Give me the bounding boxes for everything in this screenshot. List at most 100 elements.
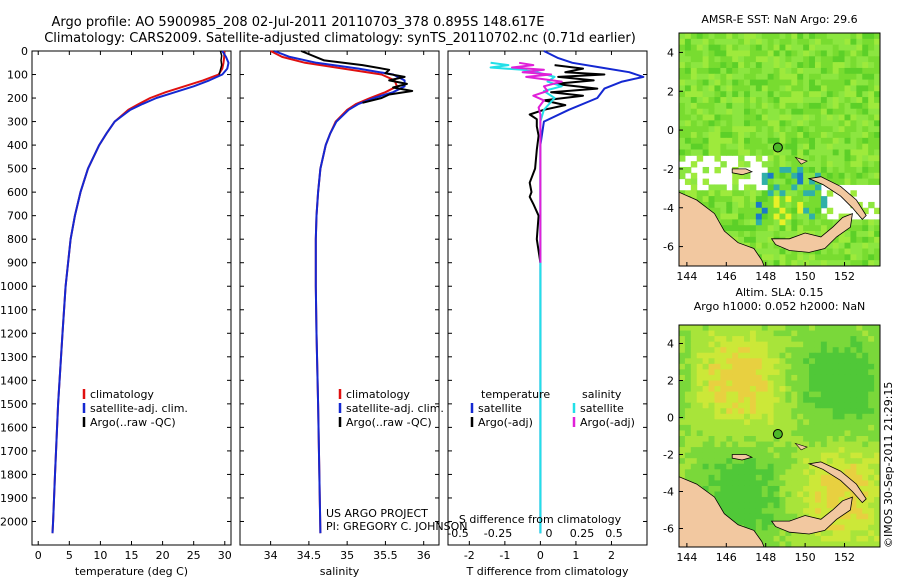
timestamp-stamp: ©IMOS 30-Sep-2011 21:29:15 [882, 382, 895, 548]
x-tick-label: 10 [93, 549, 107, 562]
map-y-tick-label: -4 [663, 202, 674, 215]
y-tick-label: 1900 [0, 492, 28, 505]
x-tick-label: 2 [608, 549, 615, 562]
x-tick-label: 5 [66, 549, 73, 562]
y-tick-label: 2000 [0, 515, 28, 528]
map-x-tick-label: 150 [795, 551, 816, 564]
x-tick-label: 35.5 [373, 549, 398, 562]
sst-map-panel: 144 146 148 150 152 4 2 0 -2 -4 -6 AMSR-E SST: NaN … [663, 13, 881, 283]
legend-label: satellite [478, 402, 522, 415]
y-tick-label: 800 [7, 233, 28, 246]
map-y-tick-label: -4 [663, 486, 674, 499]
x-tick-label: 0 [537, 549, 544, 562]
x-tick-label: -2 [464, 549, 475, 562]
legend-label: climatology [346, 388, 410, 401]
sla-map-panel: 144 146 148 150 152 4 2 0 -2 -4 -6 Altim. SLA: 0.15… [663, 286, 881, 564]
series-line-argorawqc [300, 50, 414, 104]
map-x-tick-label: 150 [795, 270, 816, 283]
x-tick-label: 34.5 [297, 549, 322, 562]
header-line2: Climatology: CARS2009. Satellite-adjuste… [44, 31, 636, 46]
x-tick-label: 34 [264, 549, 278, 562]
land-islet [794, 442, 808, 451]
plot-frame [31, 50, 232, 546]
y-tick-label: 1500 [0, 398, 28, 411]
x-tick-label: 25 [187, 549, 201, 562]
map-y-tick-label: -2 [663, 449, 674, 462]
y-tick-label: 300 [7, 116, 28, 129]
argo-location-marker [772, 429, 783, 440]
land-new-ireland [807, 461, 867, 504]
x-tick-label: -1 [499, 549, 510, 562]
y-tick-label: 100 [7, 69, 28, 82]
map-y-tick-label: -2 [663, 163, 674, 176]
x-axis-label-top: S difference from climatology [459, 513, 622, 526]
legend-title-salinity: salinity [582, 388, 622, 401]
x-tick-label: 15 [125, 549, 139, 562]
credit-line1: US ARGO PROJECT [326, 507, 428, 520]
land-manus [731, 454, 754, 461]
legend-label: satellite [580, 402, 624, 415]
s-tick-label: -0.25 [484, 527, 512, 540]
land-new-ireland [807, 176, 867, 220]
map-y-tick-label: 4 [667, 46, 674, 59]
x-tick-label: 35 [340, 549, 354, 562]
map-y-tick-label: 2 [667, 375, 674, 388]
legend-label: Argo(-adj) [478, 416, 533, 429]
land-new-britain [770, 496, 853, 535]
x-axis-label: T difference from climatology [466, 565, 629, 578]
x-tick-label: 36 [417, 549, 431, 562]
map-y-tick-label: 2 [667, 85, 674, 98]
legend-label: Argo(-adj) [580, 416, 635, 429]
y-tick-label: 700 [7, 210, 28, 223]
series-line-satelliteadjclim [51, 50, 230, 534]
land-new-guinea [679, 191, 765, 266]
argo-location-marker [772, 142, 783, 153]
y-tick-label: 1100 [0, 304, 28, 317]
map-x-tick-label: 146 [716, 551, 737, 564]
land-new-britain [770, 212, 853, 253]
y-tick-label: 400 [7, 139, 28, 152]
plot-frame [239, 50, 440, 546]
map-field [679, 33, 880, 266]
series-line-argoadj [528, 64, 606, 263]
s-tick-label: 0.25 [570, 527, 595, 540]
map-title-line1: Altim. SLA: 0.15 [735, 286, 823, 299]
map-title: AMSR-E SST: NaN Argo: 29.6 [701, 13, 857, 26]
x-tick-label: 30 [218, 549, 232, 562]
map-x-tick-label: 148 [755, 270, 776, 283]
map-field [679, 325, 880, 547]
y-tick-label: 500 [7, 163, 28, 176]
series-line-argo [218, 50, 223, 75]
y-tick-label: 900 [7, 257, 28, 270]
y-tick-label: 200 [7, 92, 28, 105]
series-line-satelliteadjclim [274, 50, 406, 534]
map-y-tick-label: -6 [663, 523, 674, 536]
x-tick-label: 20 [156, 549, 170, 562]
y-tick-label: 600 [7, 186, 28, 199]
s-tick-label: 0 [546, 527, 553, 540]
y-tick-label: 1200 [0, 327, 28, 340]
map-x-tick-label: 146 [716, 270, 737, 283]
x-axis-label: temperature (deg C) [75, 565, 188, 578]
temperature-panel: 0 5 10 15 20 25 300100200300400500600700800900… [0, 45, 232, 578]
map-y-tick-label: 0 [667, 412, 674, 425]
credit-line2: PI: GREGORY C. JOHNSON [326, 520, 467, 533]
map-frame [678, 32, 881, 267]
legend-label: climatology [90, 388, 154, 401]
map-x-tick-label: 152 [834, 551, 855, 564]
difference-panel: -2 -1 0 1 2 T difference from climatology temp… [447, 50, 648, 578]
map-title-line2: Argo h1000: 0.052 h2000: NaN [694, 300, 866, 313]
map-x-tick-label: 144 [676, 270, 697, 283]
y-tick-label: 1300 [0, 351, 28, 364]
land-new-guinea [679, 476, 765, 547]
y-tick-label: 1400 [0, 374, 28, 387]
legend-label: satellite-adj. clim. [90, 402, 188, 415]
land-islet [794, 156, 808, 165]
legend-label: Argo(..raw -QC) [90, 416, 176, 429]
header-line1: Argo profile: AO 5900985_208 02-Jul-2011… [51, 15, 544, 30]
legend-label: satellite-adj. clim. [346, 402, 444, 415]
legend-label: Argo(..raw -QC) [346, 416, 432, 429]
x-tick-label: 0 [35, 549, 42, 562]
map-y-tick-label: 4 [667, 338, 674, 351]
